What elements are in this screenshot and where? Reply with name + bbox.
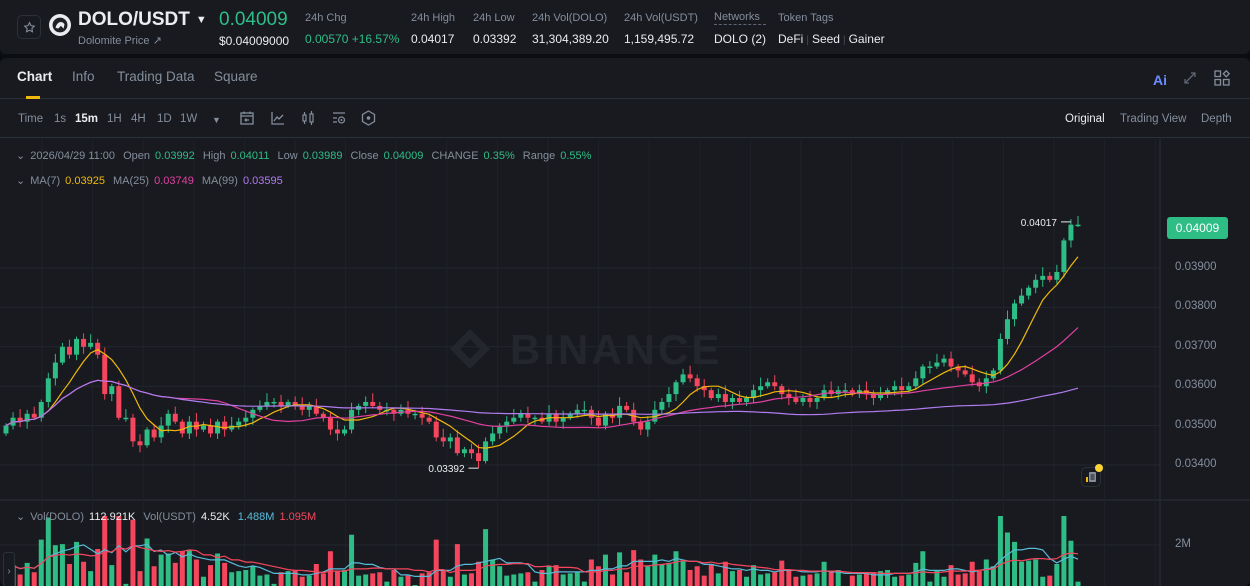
favorite-button[interactable] <box>17 15 41 39</box>
last-price: 0.04009 <box>219 9 288 30</box>
coin-price-link[interactable]: Dolomite Price ↗ <box>78 35 162 47</box>
y-tick: 0.03400 <box>1175 458 1217 470</box>
expand-sidebar-button[interactable]: › <box>3 552 15 586</box>
current-price-tag: 0.04009 <box>1167 217 1228 239</box>
date-range-button[interactable] <box>239 110 255 131</box>
pair-selector[interactable]: DOLO/USDT ▼ <box>78 9 207 31</box>
y-tick: 0.03700 <box>1175 340 1217 352</box>
y-tick: 0.03600 <box>1175 379 1217 391</box>
dolomite-logo-icon <box>51 16 69 34</box>
caret-down-icon: ▼ <box>212 115 221 125</box>
y-tick: 0.03900 <box>1175 261 1217 273</box>
svg-text:0.04017: 0.04017 <box>1021 218 1058 229</box>
expand-icon <box>1184 72 1196 84</box>
volume-y-tick: 2M <box>1175 538 1191 550</box>
widgets-grid-icon <box>1214 69 1231 86</box>
chart-canvas[interactable]: BINANCE 0.04017 0.03392 <box>0 139 1250 586</box>
stat-networks[interactable]: Networks DOLO (2) <box>714 11 767 46</box>
fullscreen-button[interactable] <box>1183 71 1197 90</box>
chevron-down-icon[interactable]: ⌄ <box>16 175 26 187</box>
active-tab-indicator <box>26 96 40 99</box>
view-original[interactable]: Original <box>1065 113 1105 125</box>
view-depth[interactable]: Depth <box>1201 113 1232 125</box>
calendar-icon <box>240 111 254 125</box>
view-trading-view[interactable]: Trading View <box>1120 113 1187 125</box>
tab-chart[interactable]: Chart <box>17 69 53 84</box>
chart-settings-button[interactable] <box>331 110 347 131</box>
chart-tabs: Chart Info Trading Data Square Ai <box>0 58 1250 99</box>
tag-defi[interactable]: DeFi <box>778 32 804 46</box>
stat-24h-low: 24h Low 0.03392 <box>473 12 517 46</box>
coin-logo <box>49 14 71 36</box>
pair-name: DOLO/USDT <box>78 9 190 30</box>
hexagon-settings-button[interactable] <box>361 110 376 131</box>
candlestick-icon <box>302 111 314 125</box>
chart-type-button[interactable] <box>300 110 316 131</box>
volume-legend: ⌄ Vol(DOLO) 112.921K Vol(USDT) 4.52K 1.488M… <box>16 511 317 523</box>
stat-token-tags: Token Tags DeFi | Seed | Gainer <box>778 12 885 46</box>
chevron-down-icon[interactable]: ⌄ <box>16 511 26 523</box>
y-tick: 0.03800 <box>1175 300 1217 312</box>
interval-1w[interactable]: 1W <box>180 113 198 125</box>
hexagon-icon <box>361 110 376 126</box>
interval-15m[interactable]: 15m <box>75 113 99 125</box>
news-icon <box>1086 472 1096 482</box>
interval-1d[interactable]: 1D <box>157 113 172 125</box>
chart-toolbar: Time 1s 15m 1H 4H 1D 1W ▼ Original Tradi… <box>0 100 1250 138</box>
usd-price: $0.04009000 <box>219 34 290 48</box>
ohlc-legend: ⌄ 2026/04/29 11:00 Open 0.03992 High 0.0401… <box>16 150 592 162</box>
tab-trading-data[interactable]: Trading Data <box>117 69 195 84</box>
news-button[interactable] <box>1081 467 1101 487</box>
settings-list-icon <box>333 112 346 124</box>
tag-seed[interactable]: Seed <box>811 32 840 46</box>
tab-square[interactable]: Square <box>214 69 258 84</box>
interval-1s[interactable]: 1s <box>54 113 67 125</box>
tag-gainer[interactable]: Gainer <box>848 32 885 46</box>
ma-legend: ⌄ MA(7) 0.03925 MA(25) 0.03749 MA(99) 0.0359… <box>16 175 283 187</box>
chart-panel: Chart Info Trading Data Square Ai Time 1… <box>0 58 1250 586</box>
indicators-button[interactable] <box>270 110 286 131</box>
ai-assistant-button[interactable]: Ai <box>1153 72 1167 88</box>
stat-24h-vol-dolo: 24h Vol(DOLO) 31,304,389.20 <box>532 12 609 46</box>
chevron-down-icon[interactable]: ⌄ <box>16 150 26 162</box>
svg-text:0.03392: 0.03392 <box>428 464 465 475</box>
line-chart-icon <box>271 112 284 125</box>
stat-24h-change: 24h Chg 0.00570 +16.57% <box>305 12 400 46</box>
interval-4h[interactable]: 4H <box>131 113 146 125</box>
notification-dot <box>1095 464 1103 472</box>
stat-24h-high: 24h High 0.04017 <box>411 12 456 46</box>
interval-1h[interactable]: 1H <box>107 113 122 125</box>
time-label: Time <box>18 113 44 125</box>
layout-button[interactable] <box>1214 69 1231 91</box>
stat-24h-vol-usdt: 24h Vol(USDT) 1,159,495.72 <box>624 12 698 46</box>
y-tick: 0.03500 <box>1175 419 1217 431</box>
more-intervals-dropdown[interactable]: ▼ <box>212 115 221 125</box>
caret-down-icon: ▼ <box>195 14 207 26</box>
chevron-right-icon: › <box>7 565 11 577</box>
svg-text:BINANCE: BINANCE <box>510 326 722 373</box>
tab-info[interactable]: Info <box>72 69 95 84</box>
star-icon <box>23 20 35 33</box>
candlestick-chart[interactable]: BINANCE 0.04017 0.03392 ⌄ 2026/04/29 11:00 … <box>0 139 1250 586</box>
ticker-header: DOLO/USDT ▼ Dolomite Price ↗ 0.04009 $0.… <box>0 0 1250 54</box>
